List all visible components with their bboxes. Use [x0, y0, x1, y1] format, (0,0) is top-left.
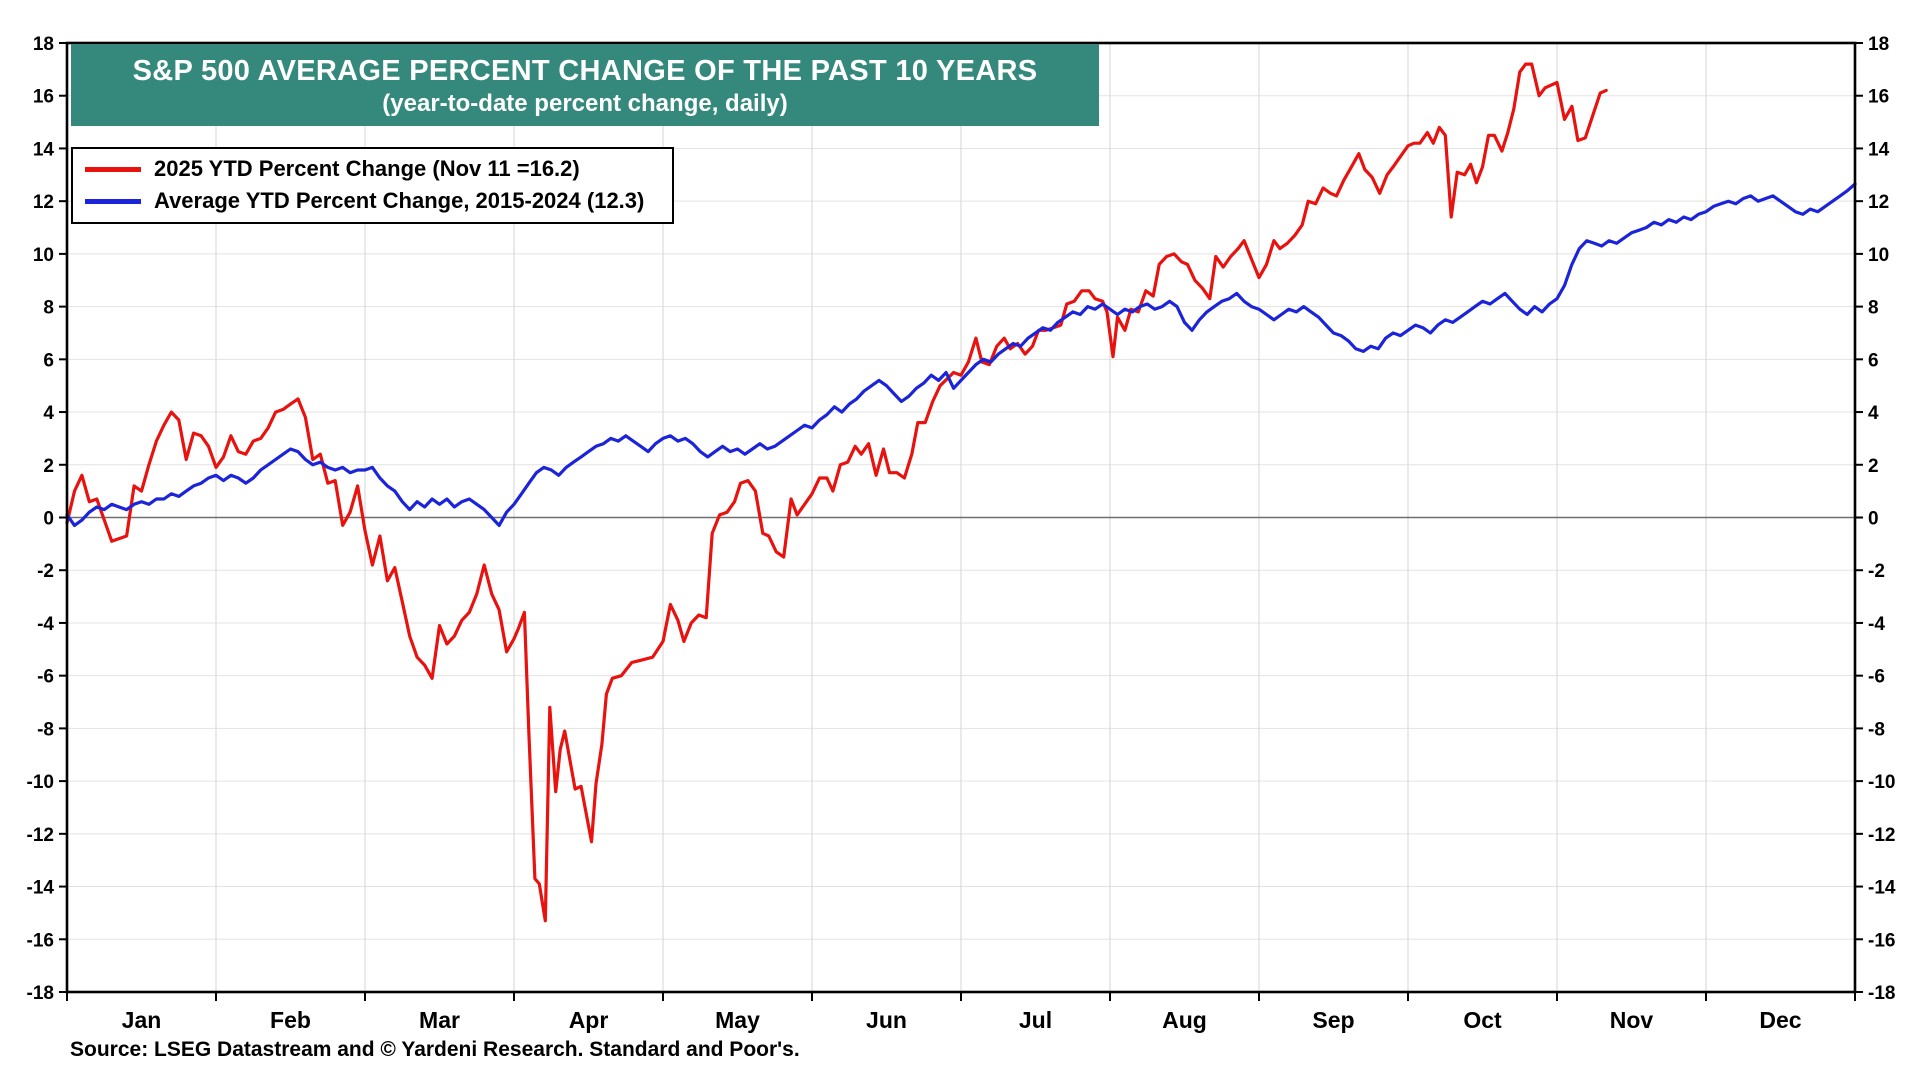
y-axis-label-left: 18: [33, 34, 54, 55]
chart-title: S&P 500 AVERAGE PERCENT CHANGE OF THE PA…: [132, 55, 1038, 87]
y-axis-label-left: -6: [37, 667, 54, 688]
series-line-2025: [65, 62, 1608, 923]
x-axis-label-month: Mar: [419, 1007, 460, 1033]
y-axis-label-right: 14: [1868, 139, 1890, 160]
source-note: Source: LSEG Datastream and © Yardeni Re…: [70, 1038, 800, 1061]
y-axis-label-left: -10: [27, 772, 54, 793]
x-axis-label-month: Dec: [1759, 1007, 1801, 1033]
y-axis-label-left: 0: [43, 509, 54, 530]
x-axis-label-month: Feb: [270, 1007, 311, 1033]
y-axis-label-right: -16: [1868, 930, 1895, 951]
legend-swatch-red-line: [85, 166, 141, 172]
y-axis-label-right: 2: [1868, 456, 1879, 477]
x-axis-label-month: May: [715, 1007, 760, 1033]
y-axis-label-right: 10: [1868, 245, 1889, 266]
y-axis-label-right: 0: [1868, 509, 1879, 530]
y-axis-label-left: 12: [33, 192, 54, 213]
y-axis-label-right: 4: [1868, 403, 1879, 424]
legend-swatch-blue-line: [85, 198, 141, 204]
y-axis-label-right: -18: [1868, 983, 1895, 1004]
y-axis-label-right: -8: [1868, 719, 1885, 740]
y-axis-label-left: 8: [43, 298, 54, 319]
y-axis-label-right: -14: [1868, 878, 1896, 899]
y-axis-label-left: -8: [37, 719, 54, 740]
y-axis-label-right: 8: [1868, 298, 1879, 319]
y-axis-label-left: 6: [43, 350, 54, 371]
y-axis-label-left: 16: [33, 87, 54, 108]
x-axis-label-month: Nov: [1610, 1007, 1654, 1033]
y-axis-label-left: 2: [43, 456, 54, 477]
y-axis-label-right: 12: [1868, 192, 1889, 213]
y-axis-label-right: -12: [1868, 825, 1895, 846]
y-axis-label-left: -4: [37, 614, 54, 635]
y-axis-label-right: 16: [1868, 87, 1889, 108]
y-axis-label-right: -4: [1868, 614, 1885, 635]
y-axis-label-left: 14: [33, 139, 55, 160]
legend-label-average: Average YTD Percent Change, 2015-2024 (1…: [154, 188, 645, 213]
x-axis-label-month: Jan: [122, 1007, 162, 1033]
y-axis-label-right: -10: [1868, 772, 1895, 793]
y-axis-label-left: 4: [43, 403, 54, 424]
y-axis-label-left: -16: [27, 930, 54, 951]
y-axis-label-left: -2: [37, 561, 54, 582]
series-line-average: [65, 182, 1857, 528]
y-axis-label-right: 18: [1868, 34, 1889, 55]
legend-item-2025: 2025 YTD Percent Change (Nov 11 =16.2): [85, 156, 644, 182]
x-axis-label-month: Apr: [569, 1007, 609, 1033]
y-axis-label-right: -2: [1868, 561, 1885, 582]
x-axis-label-month: Jul: [1019, 1007, 1052, 1033]
x-axis-label-month: Sep: [1312, 1007, 1354, 1033]
title-box: S&P 500 AVERAGE PERCENT CHANGE OF THE PA…: [71, 44, 1099, 127]
chart-subtitle: (year-to-date percent change, daily): [382, 90, 788, 118]
x-axis-label-month: Oct: [1463, 1007, 1502, 1033]
y-axis-label-right: -6: [1868, 667, 1885, 688]
legend: 2025 YTD Percent Change (Nov 11 =16.2) A…: [71, 147, 675, 224]
y-axis-label-right: 6: [1868, 350, 1879, 371]
x-axis-label-month: Jun: [866, 1007, 907, 1033]
y-axis-label-left: -18: [27, 983, 54, 1004]
y-axis-label-left: -12: [27, 825, 54, 846]
x-axis-label-month: Aug: [1162, 1007, 1207, 1033]
y-axis-label-left: 10: [33, 245, 54, 266]
legend-label-2025: 2025 YTD Percent Change (Nov 11 =16.2): [154, 156, 580, 181]
legend-item-average: Average YTD Percent Change, 2015-2024 (1…: [85, 188, 644, 214]
y-axis-label-left: -14: [27, 878, 55, 899]
